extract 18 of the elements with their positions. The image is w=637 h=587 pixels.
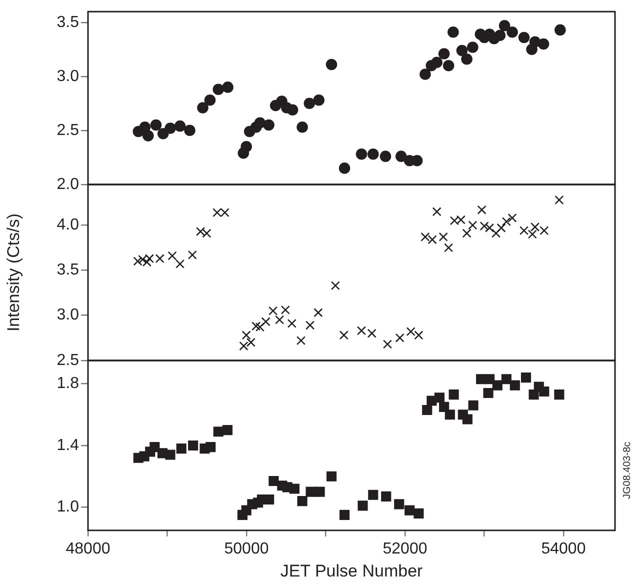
x-tick-label: 54000 bbox=[541, 540, 586, 558]
x-tick-label: 52000 bbox=[382, 540, 428, 558]
x-axis-title: JET Pulse Number bbox=[280, 561, 424, 580]
y-tick-label: 2.5 bbox=[56, 352, 80, 369]
y-tick-label: 1.8 bbox=[56, 375, 80, 392]
y-tick-label: 2.0 bbox=[56, 176, 80, 193]
y-tick-label: 1.0 bbox=[56, 498, 80, 516]
x-tick-label: 48000 bbox=[66, 540, 110, 558]
x-tick-label: 50000 bbox=[224, 540, 269, 558]
y-tick-label: 3.0 bbox=[56, 306, 80, 324]
y-tick-label: 2.5 bbox=[56, 122, 80, 139]
y-axis-title: Intensity (Cts/s) bbox=[4, 213, 23, 332]
y-tick-label: 4.0 bbox=[56, 216, 80, 234]
y-tick-label: 3.5 bbox=[56, 14, 80, 31]
y-tick-label: 3.0 bbox=[56, 68, 80, 85]
y-tick-label: 3.5 bbox=[56, 262, 80, 279]
text: JG08.403-8c bbox=[622, 442, 633, 500]
y-tick-label: 1.4 bbox=[56, 436, 80, 454]
